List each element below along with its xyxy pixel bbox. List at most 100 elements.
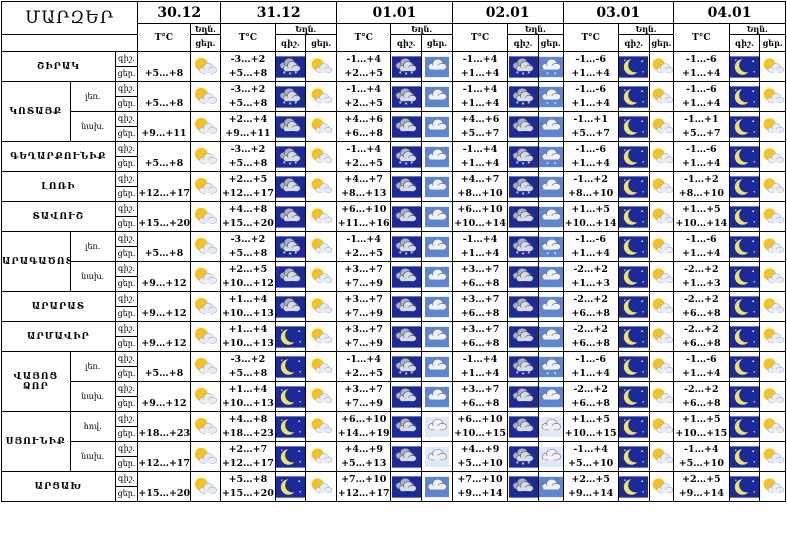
cloud-night-icon xyxy=(508,115,538,139)
day-temp: +7…+9 xyxy=(344,277,384,289)
day-temp: +18…+23 xyxy=(221,427,274,439)
temp-cell: +1…+5 +10…+15 xyxy=(562,411,619,442)
day-weather-cell xyxy=(421,81,453,112)
sun-cloud-icon xyxy=(650,56,673,78)
subregion-label: նախ. xyxy=(69,111,116,142)
night-weather-cell xyxy=(274,111,307,142)
day-temp: +5…+8 xyxy=(144,248,184,259)
temp-cell: -3…+2 +5…+8 xyxy=(220,351,276,382)
night-weather-cell xyxy=(728,291,761,322)
temp-cell: -1…+4 +5…+10 xyxy=(562,441,619,472)
night-weather-cell: * * * xyxy=(274,231,307,262)
day-night-label: գիշ. ցեր. xyxy=(114,321,139,352)
moon-icon xyxy=(276,445,305,469)
snow-night-icon: * * * xyxy=(391,145,421,169)
night-label: գիշ. xyxy=(116,323,137,337)
svg-text:*: * xyxy=(398,251,401,257)
day-label: ցեր. xyxy=(117,69,136,78)
day-temp: +8…+10 xyxy=(457,187,503,199)
day-weather-cell xyxy=(537,261,564,292)
cloud-icon xyxy=(539,116,563,138)
night-temp: -2…+2 xyxy=(684,323,719,335)
day-weather-cell: * * xyxy=(537,141,564,172)
day-night-label: գիշ. ցեր. xyxy=(114,291,139,322)
day-temp: +9…+12 xyxy=(141,398,187,409)
night-weather-cell xyxy=(274,411,307,442)
moon-icon xyxy=(619,295,649,319)
day-temp: +9…+12 xyxy=(141,278,187,289)
sun-cloud-icon xyxy=(307,386,336,408)
day-weather-cell xyxy=(648,381,675,412)
night-weather-cell xyxy=(507,321,539,352)
night-label: գիշ. xyxy=(116,473,137,487)
temp-cell: +6…+10 +10…+14 xyxy=(451,201,509,232)
night-weather-cell xyxy=(728,141,761,172)
day-night-label: գիշ. ցեր. xyxy=(114,51,139,82)
night-weather-cell xyxy=(617,231,650,262)
svg-text:*: * xyxy=(546,72,549,78)
night-weather-cell xyxy=(507,201,539,232)
cloud-icon xyxy=(423,146,452,168)
night-temp: +2…+4 xyxy=(228,113,268,125)
temp-cell: +4…+9 +5…+13 xyxy=(336,441,392,472)
moon-icon xyxy=(730,325,759,349)
day-temp: +10…+13 xyxy=(221,397,274,409)
date-header: 30.12 xyxy=(137,1,222,24)
day-temp: +14…+19 xyxy=(337,427,390,439)
temp-header: T°C xyxy=(220,23,276,52)
night-weather-cell xyxy=(507,291,539,322)
moon-icon xyxy=(619,355,649,379)
svg-text:*: * xyxy=(527,191,530,197)
table-row: ՏԱՎՈՒՇ գիշ. ցեր. +15…+20 +4…+8 +15…+20 +… xyxy=(1,201,786,232)
temp-cell: +4…+6 +6…+8 xyxy=(336,111,392,142)
night-weather-cell xyxy=(274,381,307,412)
region-name: ԳԵՂԱՐՔՈՒՆԻՔ xyxy=(1,141,116,172)
moon-icon xyxy=(730,175,759,199)
night-weather-cell xyxy=(274,201,307,232)
snow-night-icon: * * * xyxy=(391,85,421,109)
day-label: ցեր. xyxy=(117,189,136,198)
snow-night-icon: * * * xyxy=(508,145,538,169)
night-label: գիշ. xyxy=(116,203,137,217)
svg-text:*: * xyxy=(515,161,518,167)
day-header: ցեր. xyxy=(305,34,338,52)
temp-cell: -1…-6 +1…+4 xyxy=(673,351,730,382)
night-temp: -2…+2 xyxy=(573,293,608,305)
table-row: ԱՐՑԱԽ գիշ. ցեր. +15…+20 +5…+8 +15…+20 +7… xyxy=(1,471,786,502)
night-temp: -3…+2 xyxy=(230,83,266,95)
snow-night-icon: * * * xyxy=(508,55,538,79)
temp-cell: -1…-6 +1…+4 xyxy=(562,351,619,382)
snow-night-icon: * * * xyxy=(276,85,305,109)
region-name: ԱՐԱՐԱՏ xyxy=(1,291,116,322)
table-row: նախ. գիշ. ցեր. +9…+12 +1…+4 +10…+13 +3…+… xyxy=(2,381,786,412)
night-weather-cell xyxy=(617,51,650,82)
cloud-night-icon xyxy=(391,205,421,229)
night-weather-cell: * * * xyxy=(274,141,307,172)
night-weather-cell xyxy=(507,381,539,412)
temp-cell: +4…+7 +8…+13 xyxy=(336,171,392,202)
day-temp: +5…+13 xyxy=(341,457,387,469)
day-weather-cell xyxy=(759,201,786,232)
night-weather-cell xyxy=(274,171,307,202)
cloud-night-icon xyxy=(508,265,538,289)
moon-icon xyxy=(730,205,759,229)
cloud-night-icon xyxy=(391,475,421,499)
temp-cell: +7…+10 +9…+14 xyxy=(451,471,509,502)
night-weather-cell xyxy=(390,471,423,502)
snow-night-icon: * * * xyxy=(508,85,538,109)
moon-icon xyxy=(619,415,649,439)
moon-icon xyxy=(730,265,759,289)
table-row: նախ. գիշ. ցեր. +9…+12 +2…+5 +10…+12 +3…+… xyxy=(2,261,786,292)
night-temp: -1…+2 xyxy=(573,173,608,185)
sun-cloud-icon xyxy=(761,266,785,288)
cloud-night-icon xyxy=(508,415,538,439)
sun-cloud-icon xyxy=(761,386,785,408)
night-weather-cell xyxy=(728,171,761,202)
day-temp: +5…+8 xyxy=(228,67,268,79)
temp-header: T°C xyxy=(137,23,191,52)
temp-cell: -1…+4 +2…+5 xyxy=(336,351,392,382)
cloud-icon xyxy=(423,326,452,348)
weather-cell xyxy=(189,321,222,352)
cloud-icon xyxy=(539,176,563,198)
night-label: գիշ. xyxy=(116,233,137,247)
